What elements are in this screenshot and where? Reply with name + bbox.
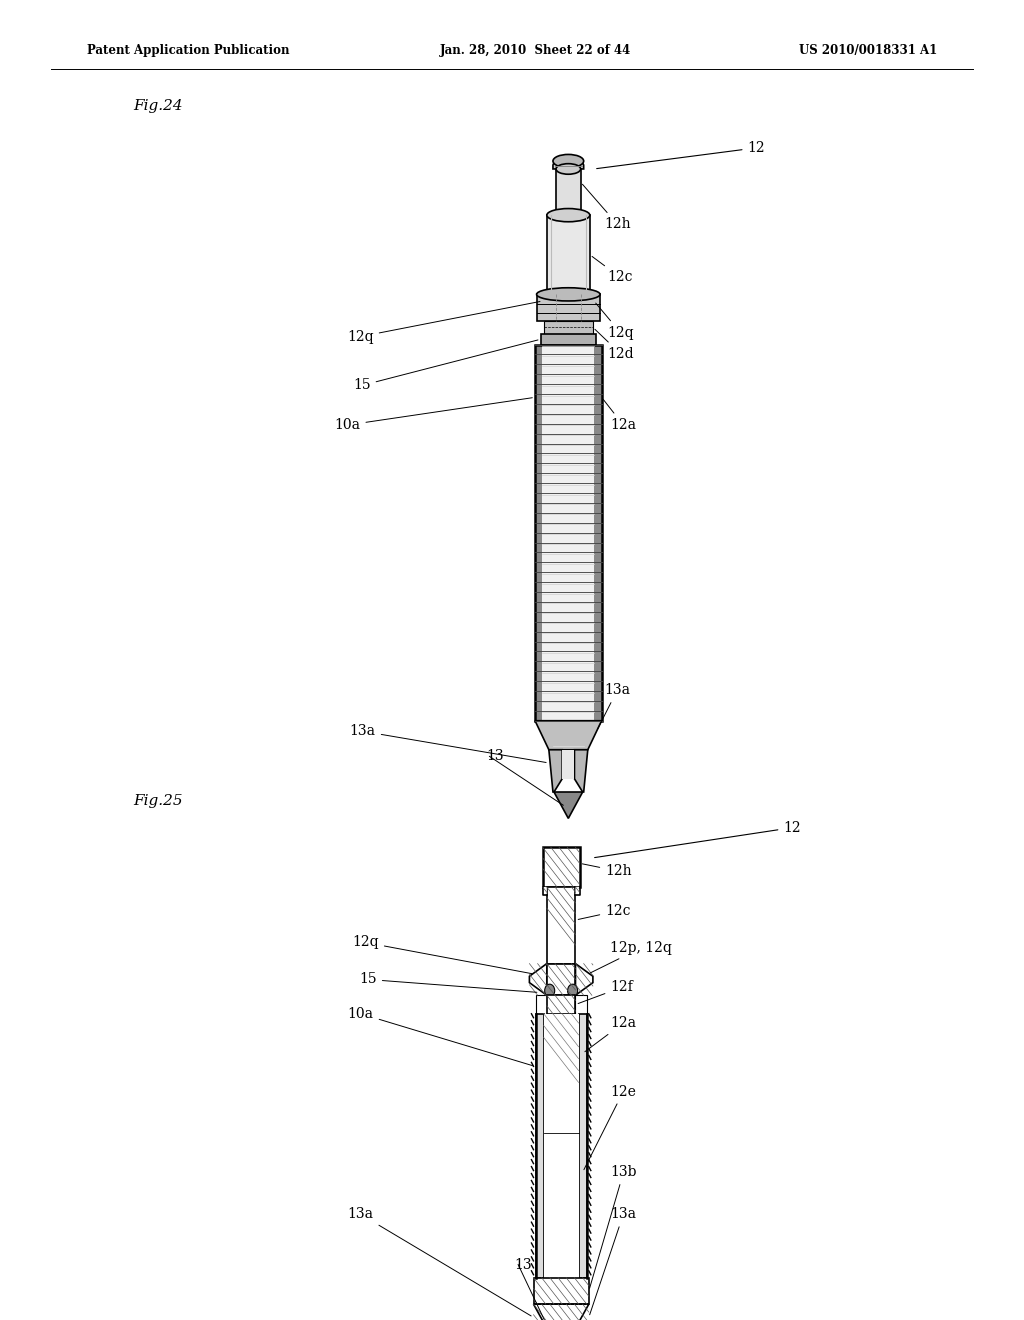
Text: 12e: 12e	[584, 1085, 636, 1170]
Polygon shape	[534, 1304, 589, 1320]
Text: 12: 12	[595, 821, 801, 858]
Polygon shape	[536, 995, 547, 1014]
Text: 13a: 13a	[350, 725, 546, 763]
Polygon shape	[574, 750, 588, 792]
Polygon shape	[575, 887, 580, 895]
Polygon shape	[536, 721, 602, 750]
Text: 12a: 12a	[603, 400, 636, 432]
Text: 12q: 12q	[347, 301, 540, 343]
Ellipse shape	[556, 164, 581, 174]
Bar	[536, 345, 602, 721]
Bar	[534, 1278, 589, 1304]
Text: 12: 12	[597, 141, 765, 169]
Text: 10a: 10a	[335, 397, 532, 432]
Text: 12f: 12f	[579, 981, 633, 1003]
Ellipse shape	[537, 288, 600, 301]
Text: Jan. 28, 2010  Sheet 22 of 44: Jan. 28, 2010 Sheet 22 of 44	[440, 44, 632, 57]
Polygon shape	[529, 964, 547, 995]
Bar	[556, 169, 581, 215]
Polygon shape	[554, 792, 583, 818]
Text: 15: 15	[353, 341, 538, 392]
Text: 12q: 12q	[596, 304, 634, 339]
Bar	[547, 995, 575, 1014]
Bar	[536, 345, 602, 721]
Bar	[547, 964, 575, 995]
Text: US 2010/0018331 A1: US 2010/0018331 A1	[799, 44, 937, 57]
Text: 13b: 13b	[590, 1166, 637, 1288]
Bar	[541, 334, 596, 345]
Bar	[562, 750, 574, 779]
Bar	[544, 321, 593, 334]
Text: Patent Application Publication: Patent Application Publication	[87, 44, 290, 57]
Bar	[544, 1014, 579, 1278]
Polygon shape	[575, 995, 587, 1014]
Ellipse shape	[547, 209, 590, 222]
Bar	[547, 887, 575, 964]
Bar	[543, 847, 580, 887]
Text: Fig.24: Fig.24	[133, 99, 182, 112]
Text: 12c: 12c	[579, 904, 631, 920]
Text: 13a: 13a	[598, 684, 630, 729]
Bar	[536, 1014, 544, 1278]
Text: 12c: 12c	[592, 256, 633, 284]
Bar	[547, 215, 590, 294]
Polygon shape	[549, 750, 562, 792]
Text: 15: 15	[359, 973, 537, 993]
Polygon shape	[575, 964, 593, 995]
Ellipse shape	[567, 985, 578, 997]
Text: 10a: 10a	[348, 1007, 532, 1065]
Text: 12h: 12h	[583, 863, 632, 878]
Text: 13: 13	[514, 1258, 531, 1271]
Ellipse shape	[553, 154, 584, 168]
Ellipse shape	[545, 985, 555, 997]
Bar	[594, 345, 602, 721]
Text: 12a: 12a	[585, 1016, 636, 1052]
Text: 12d: 12d	[595, 329, 634, 360]
Bar	[579, 1014, 587, 1278]
Polygon shape	[543, 887, 547, 895]
Text: 13: 13	[486, 750, 504, 763]
Text: 13a: 13a	[590, 1208, 636, 1315]
Text: Fig.25: Fig.25	[133, 795, 182, 808]
Bar	[536, 345, 543, 721]
Text: 12p, 12q: 12p, 12q	[590, 941, 672, 973]
Text: 12h: 12h	[583, 185, 631, 231]
Text: 12q: 12q	[352, 936, 531, 974]
Bar	[537, 294, 600, 321]
Polygon shape	[553, 158, 584, 169]
Text: 13a: 13a	[348, 1208, 531, 1316]
